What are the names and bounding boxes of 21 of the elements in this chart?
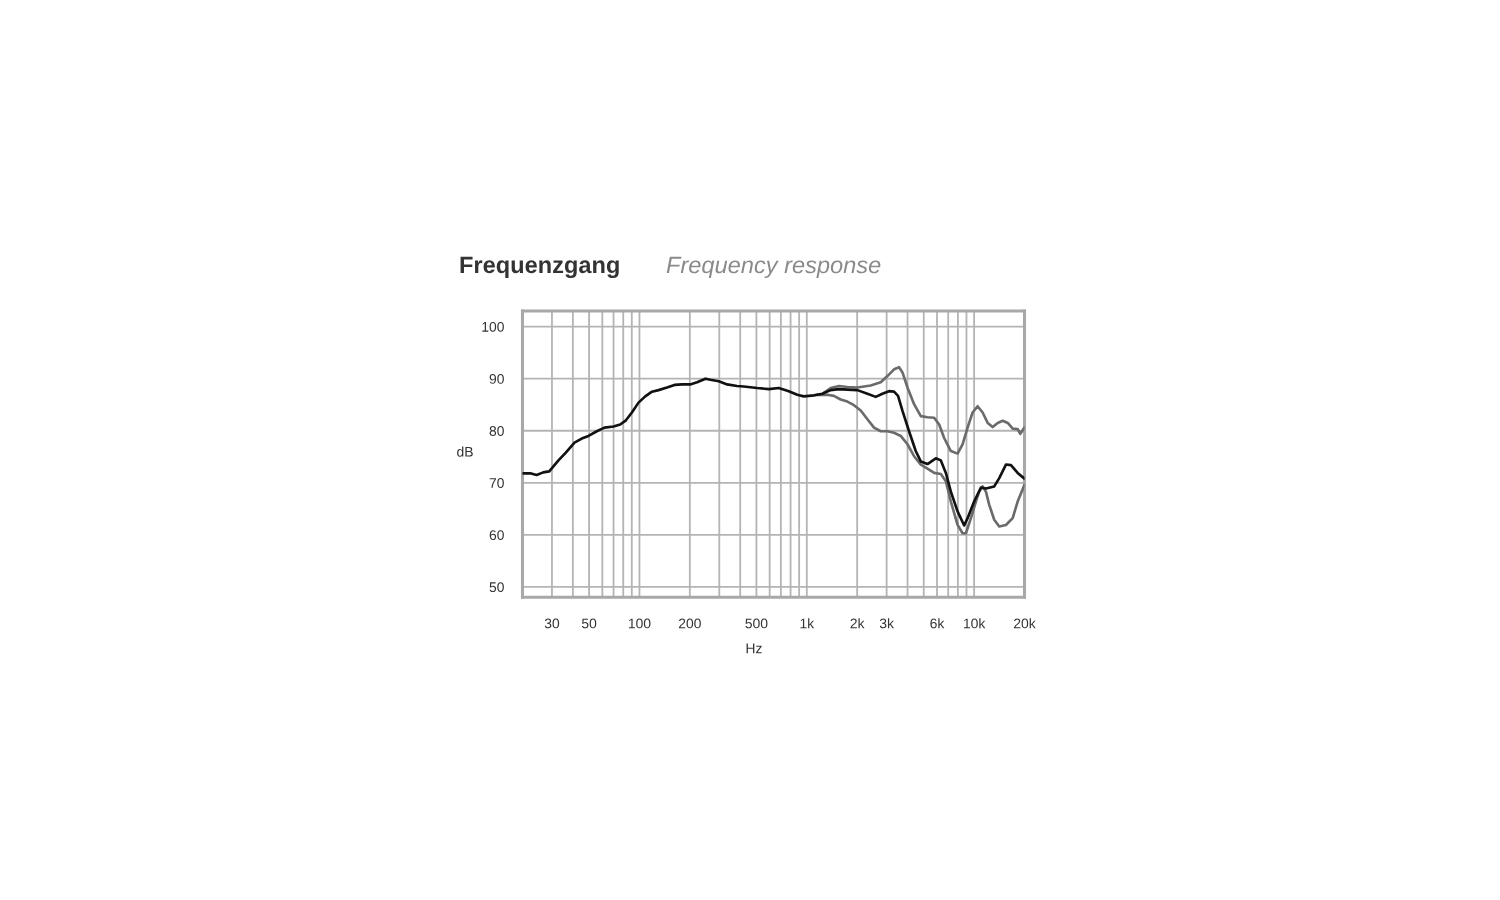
x-tick-label: 30	[544, 618, 560, 629]
y-axis-title: dB	[457, 446, 473, 457]
y-tick-label: 80	[489, 426, 504, 436]
y-tick-label: 60	[489, 530, 504, 540]
x-tick-label: 10k	[963, 618, 986, 629]
x-tick-label: 1k	[800, 618, 815, 629]
x-tick-label: 3k	[879, 618, 894, 629]
chart-subtitle: Frequency response	[666, 256, 881, 278]
chart-title: Frequenzgang	[460, 256, 619, 279]
x-tick-label: 500	[745, 618, 768, 629]
x-tick-label: 50	[581, 618, 597, 629]
x-tick-label: 2k	[850, 618, 865, 629]
x-tick-label: 100	[628, 618, 651, 629]
x-axis-title: Hz	[746, 643, 762, 654]
x-tick-label: 6k	[930, 618, 945, 629]
y-tick-label: 50	[489, 582, 504, 593]
x-tick-label: 20k	[1014, 618, 1036, 629]
y-tick-label: 100	[482, 321, 504, 332]
y-tick-label: 70	[489, 478, 504, 488]
y-tick-label: 90	[489, 374, 504, 384]
x-tick-label: 200	[678, 618, 701, 629]
